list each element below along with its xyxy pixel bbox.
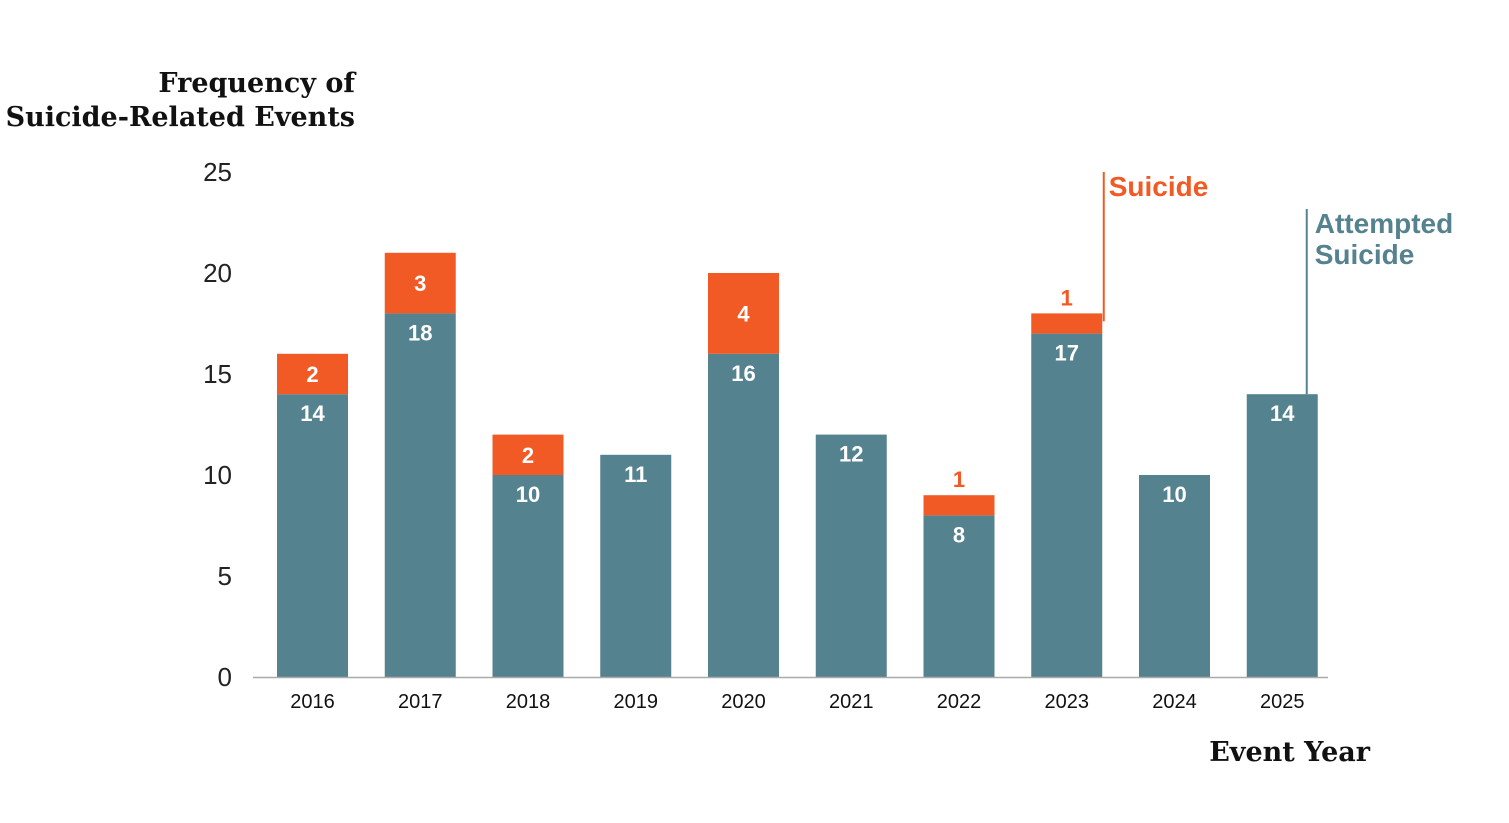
y-tick-label: 15	[203, 359, 232, 389]
y-tick-label: 0	[218, 662, 232, 692]
bar-suicide-2020	[708, 273, 779, 354]
bar-attempted-suicide-2021	[815, 434, 887, 677]
bar-attempted-suicide-2020	[708, 353, 779, 677]
attempted-suicide-series-label: Attempted	[1315, 208, 1453, 239]
x-tick-label: 2016	[290, 691, 335, 713]
data-label-attempted-suicide-2023: 17	[1055, 341, 1079, 366]
x-tick-label: 2020	[721, 691, 766, 713]
y-tick-label: 5	[218, 561, 232, 591]
bar-suicide-2018	[492, 434, 564, 475]
attempted-suicide-series-label: Suicide	[1315, 239, 1415, 270]
data-label-suicide-2017: 3	[414, 271, 426, 296]
bar-attempted-suicide-2019	[600, 454, 672, 677]
data-label-suicide-2020: 4	[737, 301, 750, 326]
y-axis-ticks: 0 5 10 15 20 25	[203, 157, 232, 692]
bar-attempted-suicide-2016	[277, 394, 348, 677]
y-tick-label: 10	[203, 460, 232, 490]
data-label-attempted-suicide-2020: 16	[731, 361, 755, 386]
y-tick-label: 25	[203, 157, 232, 187]
x-tick-label: 2023	[1045, 691, 1090, 713]
bar-attempted-suicide-2023	[1031, 333, 1103, 677]
data-label-attempted-suicide-2018: 10	[516, 482, 540, 507]
x-tick-label: 2019	[614, 691, 659, 713]
y-tick-label: 20	[203, 258, 232, 288]
bar-suicide-2022	[923, 495, 995, 516]
bar-attempted-suicide-2017	[384, 313, 456, 677]
x-tick-label: 2017	[398, 691, 443, 713]
x-tick-label: 2021	[829, 691, 874, 713]
x-tick-label: 2018	[506, 691, 551, 713]
data-label-attempted-suicide-2025: 14	[1270, 401, 1295, 426]
data-label-suicide-2023: 1	[1061, 285, 1073, 310]
y-axis-title-line-1: Frequency of	[158, 68, 357, 99]
data-label-suicide-2022: 1	[953, 467, 965, 492]
data-label-attempted-suicide-2019: 11	[624, 462, 647, 487]
bar-attempted-suicide-2024	[1139, 475, 1210, 677]
data-label-suicide-2016: 2	[306, 362, 318, 387]
data-label-attempted-suicide-2024: 10	[1162, 482, 1186, 507]
bar-suicide-2023	[1031, 313, 1103, 334]
bar-suicide-2017	[384, 252, 456, 314]
data-label-attempted-suicide-2022: 8	[953, 522, 965, 547]
suicide-series-label: Suicide	[1109, 171, 1209, 202]
bar-attempted-suicide-2018	[492, 475, 564, 677]
data-label-attempted-suicide-2017: 18	[408, 320, 432, 345]
bar-suicide-2016	[277, 353, 348, 395]
x-tick-label: 2025	[1260, 691, 1305, 713]
y-axis-title-line-2: Suicide-Related Events	[6, 102, 355, 133]
x-axis-tick-labels: 2016 2017 2018 2019 2020 2021 2022 2023 2024 2025	[290, 691, 1304, 713]
data-label-attempted-suicide-2016: 14	[300, 401, 325, 426]
bars: 14 2 18 3 10 2 11 16 4 12 8 1 17 1 10 14	[277, 252, 1318, 677]
x-tick-label: 2024	[1152, 691, 1197, 713]
bar-attempted-suicide-2025	[1246, 394, 1318, 677]
data-label-suicide-2018: 2	[522, 443, 534, 468]
x-axis-title: Event Year	[1209, 737, 1371, 768]
x-tick-label: 2022	[937, 691, 982, 713]
bar-attempted-suicide-2022	[923, 515, 995, 677]
data-label-attempted-suicide-2021: 12	[839, 442, 863, 467]
